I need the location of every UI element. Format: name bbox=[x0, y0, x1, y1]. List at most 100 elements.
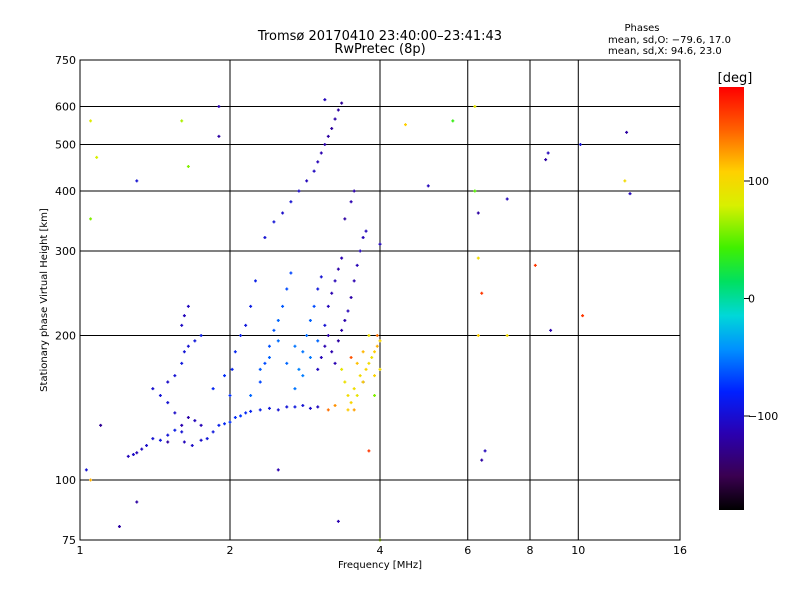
data-point bbox=[483, 449, 487, 453]
data-point bbox=[84, 468, 88, 472]
colorbar bbox=[719, 87, 744, 510]
data-point bbox=[249, 304, 253, 308]
data-point bbox=[230, 367, 234, 371]
data-point bbox=[193, 419, 197, 423]
x-tick-label: 16 bbox=[673, 544, 687, 557]
data-point bbox=[285, 361, 289, 365]
data-point bbox=[533, 263, 537, 267]
data-point bbox=[346, 309, 350, 313]
data-point bbox=[301, 374, 305, 378]
data-point bbox=[285, 287, 289, 291]
data-point bbox=[476, 334, 480, 338]
data-point bbox=[267, 406, 271, 410]
data-point bbox=[349, 355, 353, 359]
data-point bbox=[343, 318, 347, 322]
data-point bbox=[330, 291, 334, 295]
data-point bbox=[323, 143, 327, 147]
data-point bbox=[358, 374, 362, 378]
data-point bbox=[267, 344, 271, 348]
data-point bbox=[367, 334, 371, 338]
data-point bbox=[333, 403, 337, 407]
data-point bbox=[285, 405, 289, 409]
data-point bbox=[349, 200, 353, 204]
data-point bbox=[89, 478, 93, 482]
data-point bbox=[333, 117, 337, 121]
data-point bbox=[308, 355, 312, 359]
data-point bbox=[186, 164, 190, 168]
data-point bbox=[211, 387, 215, 391]
data-point bbox=[289, 200, 293, 204]
x-tick-label: 2 bbox=[227, 544, 234, 557]
data-point bbox=[253, 279, 257, 283]
data-point bbox=[249, 409, 253, 413]
data-point bbox=[352, 387, 356, 391]
data-point bbox=[228, 394, 232, 398]
data-point bbox=[336, 339, 340, 343]
data-point bbox=[205, 437, 209, 441]
data-point bbox=[355, 361, 359, 365]
data-point bbox=[135, 179, 139, 183]
colorbar-tick-label: 0 bbox=[748, 293, 755, 306]
data-point bbox=[223, 374, 227, 378]
data-point bbox=[628, 192, 632, 196]
data-point bbox=[140, 447, 144, 451]
data-point bbox=[199, 334, 203, 338]
data-point bbox=[258, 408, 262, 412]
data-point bbox=[276, 408, 280, 412]
data-point bbox=[340, 367, 344, 371]
data-point bbox=[276, 318, 280, 322]
data-point bbox=[352, 189, 356, 193]
data-point bbox=[358, 249, 362, 253]
data-point bbox=[364, 367, 368, 371]
data-point bbox=[336, 267, 340, 271]
data-point bbox=[319, 355, 323, 359]
data-point bbox=[173, 428, 177, 432]
y-tick-label: 200 bbox=[55, 330, 76, 343]
x-tick-labels: 1 2 4 6 8 10 16 bbox=[77, 544, 688, 557]
data-point bbox=[289, 271, 293, 275]
data-point bbox=[166, 380, 170, 384]
data-point bbox=[126, 454, 130, 458]
data-point bbox=[180, 361, 184, 365]
data-point bbox=[180, 423, 184, 427]
data-point bbox=[182, 350, 186, 354]
data-point bbox=[333, 361, 337, 365]
data-point bbox=[233, 350, 237, 354]
data-point bbox=[166, 433, 170, 437]
data-point bbox=[336, 108, 340, 112]
data-point bbox=[186, 344, 190, 348]
stats-line-o: mean, sd,O: −79.6, 17.0 bbox=[608, 35, 731, 46]
data-point bbox=[316, 405, 320, 409]
data-point bbox=[330, 126, 334, 130]
data-point bbox=[316, 339, 320, 343]
x-tick-label: 1 bbox=[77, 544, 84, 557]
data-point bbox=[293, 387, 297, 391]
data-point bbox=[211, 430, 215, 434]
data-point bbox=[267, 355, 271, 359]
data-point bbox=[186, 304, 190, 308]
data-point bbox=[193, 339, 197, 343]
data-point bbox=[99, 423, 103, 427]
data-point bbox=[505, 197, 509, 201]
data-point bbox=[361, 236, 365, 240]
data-point bbox=[180, 119, 184, 123]
data-point bbox=[308, 318, 312, 322]
data-point bbox=[228, 420, 232, 424]
data-point bbox=[373, 394, 377, 398]
data-point bbox=[276, 339, 280, 343]
data-point bbox=[131, 453, 135, 457]
data-point bbox=[249, 394, 253, 398]
data-point bbox=[343, 217, 347, 221]
data-point bbox=[352, 279, 356, 283]
data-point bbox=[180, 430, 184, 434]
data-point bbox=[305, 334, 309, 338]
data-point bbox=[182, 314, 186, 318]
data-point bbox=[301, 350, 305, 354]
data-point bbox=[182, 440, 186, 444]
data-point bbox=[546, 151, 550, 155]
data-point bbox=[312, 304, 316, 308]
data-point bbox=[326, 304, 330, 308]
y-axis-label: Stationary phase Virtual Height [km] bbox=[39, 208, 50, 392]
data-point bbox=[375, 334, 379, 338]
data-point bbox=[117, 525, 121, 529]
